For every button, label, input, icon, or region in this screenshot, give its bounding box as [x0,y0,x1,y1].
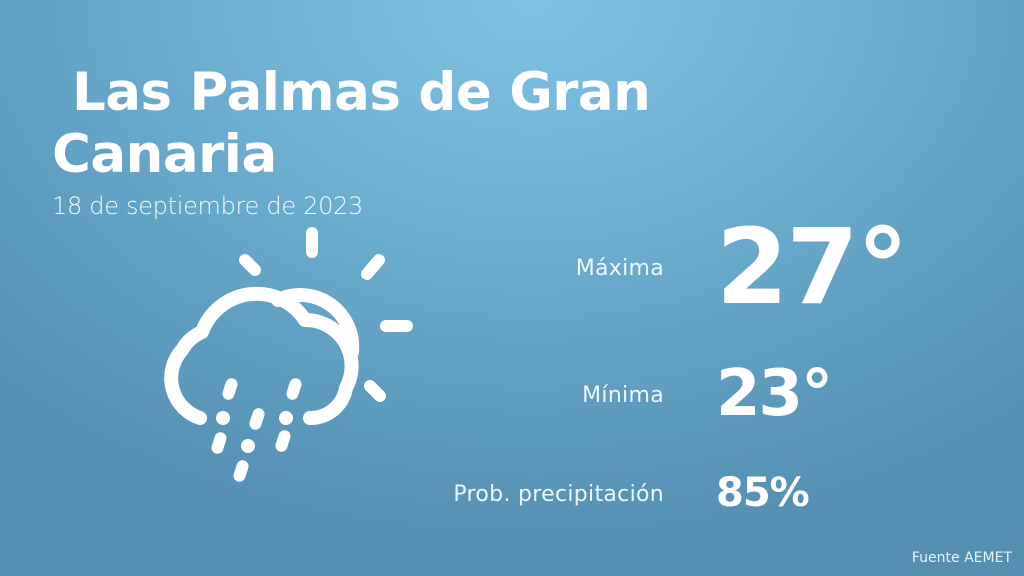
cloud-sun-rain-icon [150,220,430,490]
min-temp-label: Mínima [582,383,664,408]
precip-prob-label: Prob. precipitación [453,482,664,507]
location-title-line1: Las Palmas de Gran [72,62,651,123]
location-title-line2: Canaria [52,124,277,185]
max-temp-label: Máxima [575,256,664,281]
forecast-date: 18 de septiembre de 2023 [52,192,363,220]
source-credit: Fuente AEMET [911,550,1012,566]
min-temp-value: 23° [716,357,833,431]
location-title: Las Palmas de Gran Canaria [52,62,752,186]
precip-prob-value: 85% [716,470,810,516]
max-temp-value: 27° [716,206,909,328]
